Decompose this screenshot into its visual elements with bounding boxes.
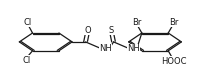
Text: O: O (84, 26, 91, 35)
Text: HOOC: HOOC (161, 57, 187, 66)
Text: Br: Br (132, 18, 141, 27)
Text: NH: NH (99, 44, 112, 53)
Text: Br: Br (169, 18, 178, 27)
Text: Cl: Cl (24, 18, 32, 27)
Text: Cl: Cl (22, 56, 31, 65)
Text: S: S (109, 26, 114, 35)
Text: NH: NH (127, 44, 140, 53)
